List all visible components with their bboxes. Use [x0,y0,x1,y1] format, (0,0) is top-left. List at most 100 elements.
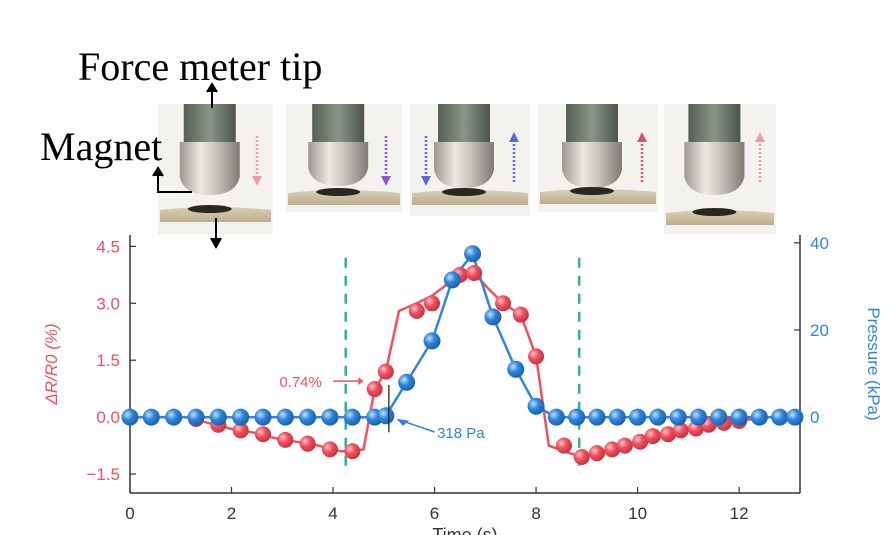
magnet [442,188,486,196]
resistance-point [512,306,529,323]
photo-frame [664,104,776,234]
x-tick-label: 0 [125,504,134,523]
sample-pad [412,190,528,205]
y-left-tick-label: 4.5 [96,237,120,256]
x-tick-label: 8 [531,504,540,523]
y-right-tick-label: 0 [810,408,819,427]
chart: 0 2 4 6 8 10 12 −1.5 0.0 1.5 3.0 4.5 0 20 40 ΔR/R0 (%) P… [42,234,883,535]
pressure-point [771,408,789,426]
pressure-point [254,408,272,426]
pressure-point [629,408,647,426]
resistance-point [277,431,294,448]
resistance-point [604,441,621,458]
pressure-point [484,308,502,326]
pressure-point [669,408,687,426]
x-tick-label: 4 [328,504,337,523]
magnet [316,188,361,196]
resistance-point [254,426,271,443]
pressure-point [423,332,441,350]
resistance-point [632,433,649,450]
resistance-point [232,422,249,439]
resistance-point [644,428,661,445]
pressure-point [187,408,205,426]
resistance-point [424,295,441,312]
pressure-point [649,408,667,426]
arrow-down-icon [421,136,431,186]
pressure-point [121,408,139,426]
photo-frame [410,104,530,216]
pressure-point [730,408,748,426]
pressure-point [750,408,768,426]
pressure-point [608,408,626,426]
resistance-point [588,445,605,462]
resistance-point [466,264,483,281]
tip-collar [566,104,618,142]
pressure-point [786,408,804,426]
pressure-point [321,408,339,426]
arrow-down-icon [252,136,262,186]
pressure-point [443,271,461,289]
photo-strip [158,104,776,234]
resistance-point [366,381,383,398]
tip-collar [438,104,490,142]
x-tick-label: 2 [227,504,236,523]
annotation-arrows [152,82,222,250]
force-tip [562,142,622,188]
y-left-tick-label: 1.5 [96,351,120,370]
pressure-point [710,408,728,426]
y-left-axis-title: ΔR/R0 (%) [42,323,61,405]
resistance-callout-label: 0.74% [279,374,322,391]
magnet [570,187,614,195]
resistance-point [616,437,633,454]
pressure-point [464,245,482,263]
x-axis-title: Time (s) [432,525,497,535]
photo-frame [158,104,273,234]
pressure-callout-label: 318 Pa [437,425,485,442]
force-tip [179,142,240,195]
pressure-point [343,408,361,426]
photo-frame [286,104,402,212]
pressure-point [527,397,545,415]
pressure-point [209,408,227,426]
arrow-up-icon [637,132,647,182]
pressure-point [377,407,395,425]
resistance-point [528,348,545,365]
arrow-down-icon [381,136,391,186]
pressure-point [547,408,565,426]
tip-collar [183,104,236,142]
pressure-callout-arrowhead [396,418,410,426]
force-tip [308,142,369,186]
pressure-point [398,373,416,391]
sample-pad [160,207,271,222]
resistance-point [408,302,425,319]
y-left-tick-label: 0.0 [96,408,120,427]
resistance-point [321,441,338,458]
pressure-point [165,408,183,426]
y-right-tick-label: 40 [810,234,829,253]
sample-pad [666,210,774,225]
resistance-callout-arrowhead [358,377,364,386]
force-meter-tip-label: Force meter tip [78,44,322,89]
pressure-point [568,408,586,426]
force-tip [684,142,745,195]
resistance-point [344,443,361,460]
pressure-point [689,408,707,426]
pressure-point [232,408,250,426]
arrow-up-icon [509,132,519,182]
magnet [692,208,737,216]
resistance-point [299,435,316,452]
x-tick-label: 10 [628,504,647,523]
pressure-point [276,408,294,426]
pressure-point [507,360,525,378]
x-tick-label: 12 [730,504,749,523]
pressure-point [299,408,317,426]
sample-pad [288,190,400,205]
magnet-label: Magnet [40,124,162,169]
resistance-point [495,295,512,312]
pressure-point [588,408,606,426]
resistance-point [573,448,590,465]
resistance-point [377,363,394,380]
force-tip [434,142,494,188]
pressure-point [142,408,160,426]
